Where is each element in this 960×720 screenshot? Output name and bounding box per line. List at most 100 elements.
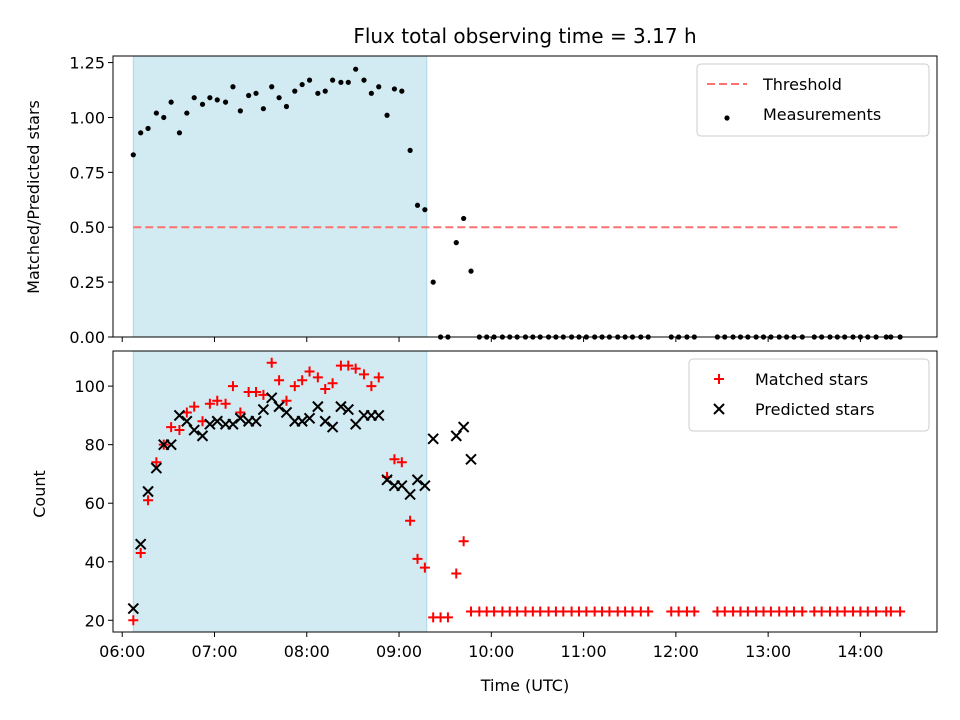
top-axes-frame [112, 55, 938, 338]
matched-stars-point [312, 372, 323, 383]
top-y-axis-label: Matched/Predicted stars [24, 100, 43, 294]
predicted-stars-point [457, 421, 470, 433]
predicted-stars-point [196, 430, 209, 442]
matched-stars-point [281, 395, 292, 406]
predicted-stars-point [173, 409, 186, 422]
measurement-point [246, 92, 252, 99]
matched-stars-point [143, 495, 154, 506]
measurement-point [214, 97, 220, 103]
bottom-y-tick-label: 100 [74, 377, 105, 396]
measurement-point [260, 106, 267, 112]
matched-stars-point [235, 407, 246, 418]
measurement-point [338, 79, 344, 85]
measurement-point [306, 77, 313, 83]
measurement-point [292, 88, 298, 94]
measurement-point [345, 79, 351, 85]
legend-predicted-swatch [713, 403, 725, 415]
legend-label: Measurements [763, 105, 881, 124]
measurement-point [161, 114, 167, 121]
measurement-point [315, 90, 321, 96]
measurement-point [322, 88, 328, 94]
measurement-point [153, 110, 159, 116]
predicted-stars-point [342, 403, 355, 416]
top-y-tick-label: 0.00 [69, 328, 105, 347]
predicted-stars-point [411, 474, 424, 486]
predicted-stars-point [280, 406, 293, 419]
x-tick-label: 07:00 [191, 642, 237, 661]
matched-stars-point [871, 606, 882, 617]
matched-stars-point [689, 606, 700, 617]
matched-stars-point [458, 536, 469, 547]
matched-stars-point [220, 398, 231, 409]
x-tick-label: 06:00 [99, 642, 145, 661]
predicted-stars-point [381, 474, 393, 486]
bottom-y-tick-label: 60 [85, 494, 105, 513]
matched-stars-point [358, 369, 369, 380]
measurement-point [399, 88, 405, 94]
measurement-point [184, 110, 190, 116]
x-tick-label: 12:00 [653, 642, 699, 661]
predicted-stars-point [188, 424, 200, 436]
predicted-stars-point [335, 400, 347, 413]
measurement-point [269, 84, 275, 90]
predicted-stars-point [419, 479, 431, 492]
bottom-observing-window [132, 350, 428, 633]
x-tick-label: 11:00 [561, 642, 607, 661]
top-observing-window [132, 55, 428, 338]
matched-stars-point [135, 547, 146, 558]
predicted-stars-point [404, 488, 416, 501]
predicted-stars-point [142, 485, 154, 498]
matched-stars-point [412, 553, 423, 564]
measurement-point [176, 130, 183, 136]
predicted-stars-point [326, 421, 339, 433]
matched-stars-point [274, 375, 285, 386]
predicted-stars-point [127, 602, 140, 615]
measurement-point [299, 81, 305, 88]
x-tick-label: 13:00 [745, 642, 791, 661]
measurement-point [230, 84, 236, 90]
bottom-y-tick-label: 80 [85, 436, 105, 455]
predicted-stars-point [303, 412, 316, 425]
matched-stars-point [366, 381, 377, 392]
matched-stars-point [304, 366, 315, 377]
measurement-point [237, 108, 243, 114]
matched-stars-point [174, 425, 185, 436]
bottom-panel: 20 40 60 80 100 06:00 07:00 08:00 09:00 10:00 11:0… [74, 350, 938, 661]
matched-stars-point [320, 384, 331, 395]
legend-label: Predicted stars [755, 400, 875, 419]
matched-stars-point [451, 568, 462, 579]
bottom-y-tick-label: 40 [85, 553, 105, 572]
matched-stars-point [389, 454, 400, 465]
matched-stars-point [643, 606, 654, 617]
measurement-point [191, 95, 197, 101]
matched-stars-point [128, 615, 139, 626]
matched-stars-point [289, 381, 300, 392]
predicted-stars-point [396, 479, 408, 492]
measurement-point [222, 99, 229, 105]
measurement-point [138, 130, 144, 136]
matched-stars-point [258, 389, 269, 400]
bottom-axes-frame [112, 350, 938, 633]
matched-stars-point [266, 357, 277, 368]
measurement-point [276, 95, 282, 101]
measurement-point [368, 90, 374, 96]
matched-stars-point [189, 401, 200, 412]
top-panel: 0.00 0.25 0.50 0.75 1.00 1.25 Threshold Measure… [69, 54, 938, 347]
matched-stars-point [327, 378, 338, 389]
top-y-tick-label: 0.75 [69, 163, 105, 182]
measurement-point [199, 101, 206, 107]
predicted-stars-point [296, 415, 308, 427]
predicted-stars-point [165, 438, 177, 451]
bottom-y-tick-label: 20 [85, 611, 105, 630]
top-y-tick-label: 1.00 [69, 108, 105, 127]
predicted-stars-point [227, 418, 239, 430]
measurement-point [361, 77, 367, 83]
x-tick-label: 08:00 [284, 642, 330, 661]
measurement-point [430, 279, 436, 285]
predicted-stars-point [465, 453, 477, 466]
predicted-stars-point [150, 462, 163, 474]
x-tick-label: 09:00 [376, 642, 422, 661]
measurement-point [453, 240, 459, 246]
bottom-legend-box [688, 358, 930, 432]
